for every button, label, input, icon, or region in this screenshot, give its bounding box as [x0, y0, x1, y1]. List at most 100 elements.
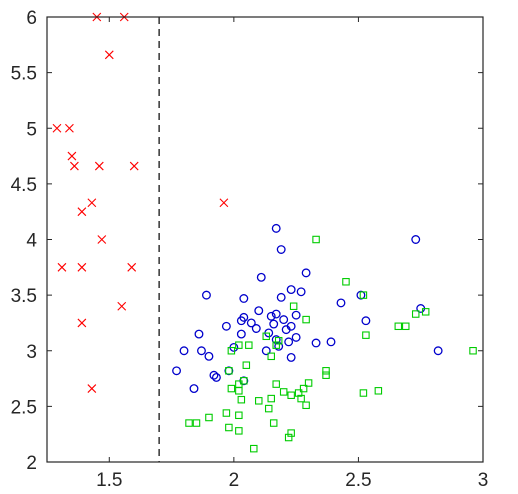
point-circle-15: [291, 310, 301, 320]
x-tick-label: 1.5: [96, 470, 122, 491]
point-circle-2: [276, 245, 286, 254]
point-square-45: [269, 419, 278, 427]
point-x-7: [94, 161, 104, 171]
point-square-38: [302, 401, 310, 410]
point-circle-10: [356, 290, 366, 300]
point-x-16: [117, 301, 127, 311]
point-square-11: [235, 341, 243, 349]
point-circle-37: [179, 346, 189, 356]
point-square-32: [287, 391, 295, 399]
point-square-26: [279, 388, 288, 396]
point-square-16: [469, 346, 477, 355]
point-circle-43: [224, 366, 234, 376]
point-square-27: [235, 387, 243, 395]
point-circle-41: [204, 351, 214, 361]
point-square-24: [240, 377, 248, 385]
point-circle-30: [291, 332, 301, 342]
point-square-25: [272, 380, 280, 388]
point-circle-32: [284, 337, 294, 347]
point-circle-34: [326, 337, 336, 347]
point-x-12: [97, 235, 107, 244]
point-circle-14: [271, 309, 281, 319]
point-circle-40: [433, 346, 443, 356]
point-square-14: [274, 336, 283, 345]
data-points: [52, 12, 477, 453]
point-x-18: [87, 384, 97, 393]
point-circle-33: [311, 338, 321, 348]
point-x-9: [87, 198, 97, 208]
point-circle-46: [211, 373, 221, 382]
point-square-18: [242, 361, 251, 369]
point-square-7: [394, 322, 403, 331]
point-x-11: [219, 198, 229, 208]
point-square-36: [255, 397, 263, 405]
point-x-10: [77, 207, 87, 217]
point-circle-44: [172, 366, 182, 376]
point-circle-28: [194, 329, 204, 339]
point-circle-45: [209, 370, 219, 380]
point-square-19: [225, 367, 233, 375]
point-square-35: [267, 394, 275, 403]
y-tick-label: 3.5: [11, 286, 37, 307]
point-square-12: [245, 341, 253, 349]
point-circle-39: [261, 346, 271, 356]
point-x-5: [67, 151, 77, 161]
point-circle-1: [411, 235, 421, 244]
point-x-13: [57, 262, 67, 272]
point-square-34: [297, 394, 305, 403]
point-square-22: [304, 379, 313, 387]
point-x-15: [127, 262, 137, 272]
point-x-8: [129, 161, 139, 171]
point-square-15: [227, 346, 236, 355]
point-circle-0: [271, 223, 281, 233]
series-0: [52, 12, 229, 393]
point-square-2: [359, 291, 368, 299]
point-square-29: [299, 384, 308, 393]
x-tick-label: 2.5: [345, 470, 371, 491]
x-tick-label: 3: [478, 470, 489, 491]
point-square-31: [374, 387, 383, 395]
point-square-6: [302, 315, 310, 324]
point-circle-42: [286, 352, 296, 362]
axes: 1.5 2 2.5 3 2 2.5 3 3.5 4 4.5 5 5.5 6: [11, 8, 489, 491]
point-circle-12: [254, 306, 264, 316]
point-square-43: [185, 419, 193, 427]
point-circle-5: [286, 285, 296, 295]
point-square-13: [272, 341, 280, 349]
y-tick-label: 5: [26, 119, 37, 140]
point-circle-26: [281, 325, 291, 335]
point-square-0: [312, 235, 320, 244]
point-square-48: [284, 433, 293, 442]
point-square-17: [267, 352, 275, 361]
point-circle-11: [336, 298, 346, 308]
point-square-4: [421, 308, 430, 316]
point-circle-18: [279, 315, 289, 325]
point-square-40: [205, 413, 213, 422]
point-circle-21: [246, 318, 256, 328]
point-square-37: [237, 395, 246, 404]
point-square-3: [289, 302, 298, 310]
y-tick-label: 2: [26, 453, 37, 474]
point-square-1: [342, 278, 350, 286]
point-circle-3: [301, 268, 311, 278]
point-square-20: [322, 367, 330, 375]
point-square-33: [294, 389, 303, 397]
point-square-41: [222, 409, 231, 417]
point-square-21: [322, 371, 330, 379]
series-1: [172, 223, 443, 394]
point-x-14: [77, 262, 87, 272]
y-tick-label: 5.5: [11, 64, 37, 85]
point-circle-22: [221, 321, 231, 331]
point-circle-29: [236, 329, 246, 339]
axes-box: [46, 16, 484, 463]
point-circle-48: [189, 384, 199, 394]
y-tick-label: 4: [26, 231, 37, 252]
point-circle-20: [361, 316, 371, 326]
point-circle-17: [266, 311, 276, 321]
point-x-3: [52, 123, 62, 133]
point-x-17: [77, 318, 87, 328]
point-x-2: [104, 50, 114, 60]
point-square-5: [411, 310, 420, 318]
point-square-8: [402, 322, 410, 331]
